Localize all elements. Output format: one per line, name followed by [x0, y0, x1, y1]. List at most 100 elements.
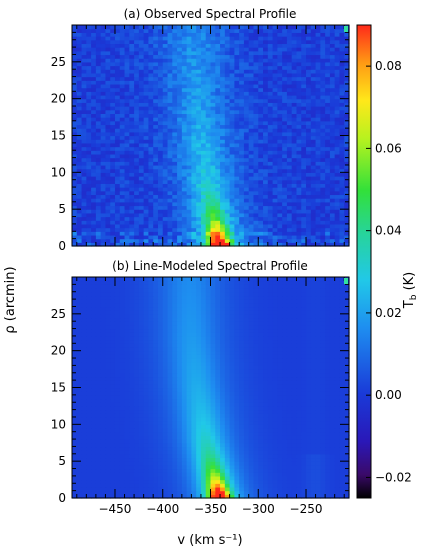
heatmap-cell [86, 32, 92, 37]
heatmap-cell [248, 61, 255, 67]
heatmap-cell [315, 409, 321, 414]
heatmap-cell [177, 80, 183, 85]
heatmap-cell [210, 157, 216, 162]
heatmap-cell [215, 187, 221, 192]
heatmap-cell [344, 76, 350, 81]
heatmap-cell [138, 416, 145, 422]
heatmap-cell [186, 198, 192, 203]
heatmap-cell [153, 164, 159, 170]
heatmap-cell [86, 442, 92, 448]
heatmap-cell [267, 212, 274, 218]
heatmap-cell [234, 153, 240, 159]
heatmap-cell [196, 153, 202, 159]
heatmap-cell [105, 47, 111, 52]
heatmap-cell [220, 190, 226, 196]
heatmap-cell [263, 209, 269, 214]
heatmap-cell [91, 475, 97, 481]
heatmap-cell [205, 183, 212, 188]
heatmap-cell [124, 183, 130, 188]
heatmap-cell [243, 176, 250, 181]
heatmap-cell [210, 47, 216, 52]
heatmap-cell [114, 205, 121, 210]
heatmap-cell [95, 146, 102, 151]
heatmap-cell [210, 94, 216, 100]
heatmap-cell [229, 468, 235, 473]
heatmap-cell [339, 435, 345, 440]
heatmap-cell [110, 109, 116, 114]
heatmap-cell [91, 223, 97, 229]
heatmap-cell [186, 124, 192, 129]
heatmap-cell [72, 94, 78, 100]
heatmap-cell [210, 28, 216, 33]
heatmap-cell [286, 198, 293, 203]
heatmap-cell [291, 457, 298, 462]
heatmap-cell [105, 72, 111, 78]
heatmap-cell [153, 58, 159, 63]
heatmap-cell [191, 450, 197, 455]
heatmap-cell [296, 36, 302, 41]
heatmap-cell [95, 76, 102, 81]
heatmap-cell [162, 157, 169, 162]
heatmap-cell [157, 25, 164, 30]
heatmap-cell [110, 446, 116, 451]
heatmap-cell [143, 109, 150, 114]
heatmap-cell [310, 194, 317, 199]
heatmap-cell [138, 183, 145, 188]
heatmap-cell [162, 220, 169, 225]
heatmap-cell [215, 242, 221, 247]
heatmap-cell [239, 490, 245, 495]
heatmap-cell [301, 94, 307, 100]
heatmap-cell [119, 183, 126, 188]
heatmap-cell [210, 25, 216, 30]
heatmap-cell [167, 424, 173, 429]
heatmap-cell [234, 486, 240, 492]
heatmap-cell [105, 146, 111, 151]
heatmap-cell [272, 468, 278, 473]
heatmap-cell [200, 54, 207, 59]
heatmap-cell [196, 494, 202, 499]
heatmap-cell [138, 490, 145, 495]
heatmap-cell [282, 209, 288, 214]
heatmap-cell [196, 164, 202, 170]
heatmap-cell [315, 50, 321, 56]
heatmap-cell [200, 183, 207, 188]
heatmap-cell [243, 109, 250, 114]
heatmap-cell [344, 453, 350, 459]
heatmap-cell [234, 120, 240, 126]
heatmap-cell [339, 109, 345, 114]
heatmap-cell [243, 161, 250, 166]
heatmap-cell [229, 150, 235, 155]
heatmap-cell [81, 468, 87, 473]
heatmap-cell [167, 58, 173, 63]
heatmap-cell [272, 113, 278, 118]
heatmap-cell [81, 439, 87, 444]
panel-a-title: (a) Observed Spectral Profile [124, 7, 297, 21]
heatmap-cell [86, 420, 92, 425]
heatmap-cell [110, 25, 116, 30]
heatmap-cell [148, 494, 154, 499]
heatmap-cell [200, 150, 207, 155]
heatmap-cell [277, 242, 283, 247]
heatmap-cell [248, 435, 255, 440]
heatmap-cell [339, 102, 345, 107]
heatmap-cell [86, 413, 92, 418]
heatmap-cell [143, 61, 150, 67]
heatmap-cell [320, 413, 326, 418]
heatmap-cell [196, 475, 202, 481]
heatmap-cell [129, 69, 135, 74]
heatmap-cell [91, 461, 97, 466]
heatmap-cell [220, 187, 226, 192]
heatmap-cell [229, 242, 235, 247]
heatmap-cell [315, 117, 321, 122]
heatmap-cell [234, 220, 240, 225]
heatmap-cell [267, 413, 274, 418]
heatmap-cell [329, 157, 336, 162]
heatmap-cell [134, 209, 140, 214]
heatmap-cell [81, 416, 87, 422]
heatmap-cell [162, 139, 169, 144]
heatmap-cell [339, 69, 345, 74]
heatmap-cell [220, 43, 226, 48]
heatmap-cell [110, 139, 116, 144]
heatmap-cell [72, 486, 78, 492]
heatmap-cell [138, 102, 145, 107]
